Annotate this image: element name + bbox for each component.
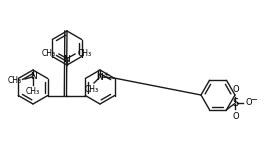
Text: S: S (232, 98, 239, 108)
Text: −: − (251, 95, 257, 104)
Text: N: N (97, 72, 103, 81)
Text: N: N (30, 72, 36, 80)
Text: +: + (103, 72, 109, 78)
Text: CH₃: CH₃ (26, 87, 40, 96)
Text: O: O (232, 85, 239, 94)
Text: CH₃: CH₃ (85, 85, 99, 94)
Text: O: O (246, 98, 252, 107)
Text: N: N (64, 55, 70, 64)
Text: O: O (232, 112, 239, 121)
Text: CH₃: CH₃ (42, 48, 56, 57)
Text: CH₃: CH₃ (78, 48, 92, 57)
Text: CH₃: CH₃ (8, 76, 22, 84)
